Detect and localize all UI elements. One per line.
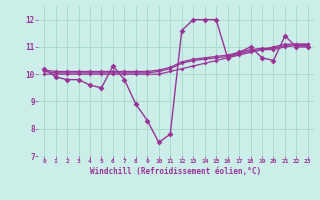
- X-axis label: Windchill (Refroidissement éolien,°C): Windchill (Refroidissement éolien,°C): [91, 167, 261, 176]
